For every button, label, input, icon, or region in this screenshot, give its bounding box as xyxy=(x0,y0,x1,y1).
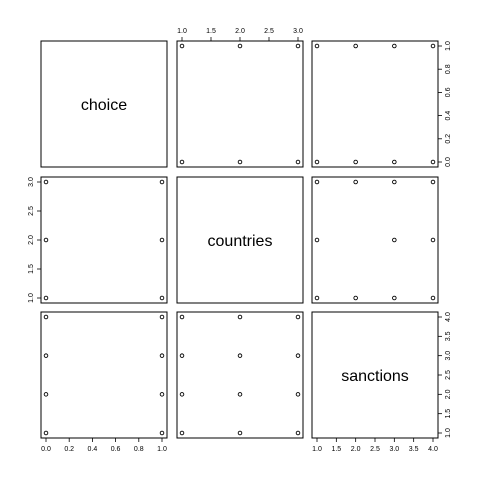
point-countries-vs-sanctions-8 xyxy=(353,179,358,185)
point-countries-vs-sanctions-10 xyxy=(430,179,436,185)
point-choice-vs-sanctions-4 xyxy=(314,43,320,49)
tick-label-bottom-choice-0: 0.0 xyxy=(41,446,51,453)
panel-frame-r2-c0 xyxy=(40,311,168,439)
panel-frame-r1-c0 xyxy=(40,176,168,304)
tick-label-bottom-choice-4: 0.8 xyxy=(134,446,144,453)
point-choice-vs-sanctions-5 xyxy=(353,43,358,49)
panel-frame-r0-c2 xyxy=(311,40,439,168)
panel-frame-r0-c0 xyxy=(40,40,168,168)
point-sanctions-vs-countries-10 xyxy=(295,353,301,358)
tick-label-bottom-sanctions-0: 1.0 xyxy=(312,446,322,453)
tick-label-left-countries-2: 2.0 xyxy=(28,235,35,245)
panel-frame-r1-c2 xyxy=(311,176,439,304)
point-sanctions-vs-countries-9 xyxy=(295,392,301,397)
point-choice-vs-countries-4 xyxy=(237,43,243,49)
point-sanctions-vs-countries-2 xyxy=(179,353,185,358)
point-countries-vs-sanctions-4 xyxy=(314,237,320,243)
tick-label-right-sanctions-1: 1.5 xyxy=(445,409,452,419)
point-countries-vs-sanctions-2 xyxy=(392,295,397,301)
point-countries-vs-sanctions-3 xyxy=(430,295,436,301)
tick-label-bottom-sanctions-5: 3.5 xyxy=(409,446,419,453)
tick-label-bottom-choice-5: 1.0 xyxy=(157,446,167,453)
point-sanctions-vs-choice-4 xyxy=(159,430,165,436)
point-sanctions-vs-countries-5 xyxy=(237,392,243,397)
variable-label-sanctions: sanctions xyxy=(341,368,409,385)
point-choice-vs-countries-0 xyxy=(179,159,185,165)
point-choice-vs-sanctions-3 xyxy=(430,159,436,165)
point-choice-vs-countries-1 xyxy=(237,159,243,165)
tick-label-right-sanctions-4: 3.0 xyxy=(445,351,452,361)
point-sanctions-vs-countries-6 xyxy=(237,353,243,358)
point-sanctions-vs-countries-0 xyxy=(179,430,185,436)
point-sanctions-vs-countries-4 xyxy=(237,430,243,436)
tick-label-bottom-sanctions-3: 2.5 xyxy=(370,446,380,453)
point-countries-vs-sanctions-1 xyxy=(353,295,358,301)
tick-label-left-countries-4: 3.0 xyxy=(28,177,35,187)
tick-label-top-countries-3: 2.5 xyxy=(264,28,274,35)
point-choice-vs-sanctions-7 xyxy=(430,43,436,49)
point-countries-vs-sanctions-9 xyxy=(392,179,397,185)
tick-label-right-choice-3: 0.6 xyxy=(445,87,452,97)
point-sanctions-vs-choice-3 xyxy=(43,314,49,320)
point-countries-vs-choice-0 xyxy=(43,295,49,301)
point-countries-vs-choice-1 xyxy=(43,237,49,243)
panel-frame-r0-c1 xyxy=(176,40,304,168)
point-countries-vs-sanctions-6 xyxy=(430,237,436,243)
tick-label-bottom-sanctions-6: 4.0 xyxy=(428,446,438,453)
point-sanctions-vs-choice-0 xyxy=(43,430,49,436)
tick-label-right-choice-2: 0.4 xyxy=(445,111,452,121)
tick-label-right-choice-0: 0.0 xyxy=(445,157,452,167)
point-countries-vs-choice-2 xyxy=(43,179,49,185)
panel-frame-r1-c1 xyxy=(176,176,304,304)
point-countries-vs-choice-3 xyxy=(159,295,165,301)
tick-label-right-sanctions-0: 1.0 xyxy=(445,428,452,438)
point-countries-vs-sanctions-0 xyxy=(314,295,320,301)
tick-label-bottom-sanctions-1: 1.5 xyxy=(331,446,341,453)
tick-label-right-choice-5: 1.0 xyxy=(445,41,452,51)
point-sanctions-vs-countries-11 xyxy=(295,314,301,320)
tick-label-top-countries-4: 3.0 xyxy=(293,28,303,35)
point-sanctions-vs-countries-8 xyxy=(295,430,301,436)
point-choice-vs-sanctions-0 xyxy=(314,159,320,165)
point-choice-vs-sanctions-2 xyxy=(392,159,397,165)
variable-label-countries: countries xyxy=(208,233,273,250)
point-sanctions-vs-choice-2 xyxy=(43,353,49,358)
point-countries-vs-sanctions-5 xyxy=(392,237,397,243)
point-sanctions-vs-choice-6 xyxy=(159,353,165,358)
point-choice-vs-sanctions-6 xyxy=(392,43,397,49)
tick-label-left-countries-1: 1.5 xyxy=(28,264,35,274)
point-choice-vs-countries-2 xyxy=(295,159,301,165)
point-countries-vs-choice-4 xyxy=(159,237,165,243)
tick-label-bottom-choice-1: 0.2 xyxy=(64,446,74,453)
tick-label-right-sanctions-3: 2.5 xyxy=(445,370,452,380)
point-sanctions-vs-countries-3 xyxy=(179,314,185,320)
tick-label-bottom-sanctions-2: 2.0 xyxy=(351,446,361,453)
point-sanctions-vs-choice-7 xyxy=(159,314,165,320)
tick-label-right-sanctions-6: 4.0 xyxy=(445,312,452,322)
point-choice-vs-countries-5 xyxy=(295,43,301,49)
tick-label-bottom-choice-2: 0.4 xyxy=(88,446,98,453)
variable-label-choice: choice xyxy=(81,97,127,114)
point-countries-vs-choice-5 xyxy=(159,179,165,185)
point-sanctions-vs-countries-1 xyxy=(179,392,185,397)
point-sanctions-vs-choice-1 xyxy=(43,392,49,397)
tick-label-left-countries-3: 2.5 xyxy=(28,206,35,216)
point-choice-vs-sanctions-1 xyxy=(353,159,358,165)
tick-label-bottom-choice-3: 0.6 xyxy=(111,446,121,453)
point-sanctions-vs-countries-7 xyxy=(237,314,243,320)
tick-label-top-countries-1: 1.5 xyxy=(206,28,216,35)
point-choice-vs-countries-3 xyxy=(179,43,185,49)
tick-label-bottom-sanctions-4: 3.0 xyxy=(389,446,399,453)
tick-label-left-countries-0: 1.0 xyxy=(28,293,35,303)
point-sanctions-vs-choice-5 xyxy=(159,392,165,397)
tick-label-right-sanctions-5: 3.5 xyxy=(445,331,452,341)
tick-label-right-choice-4: 0.8 xyxy=(445,64,452,74)
tick-label-right-sanctions-2: 2.0 xyxy=(445,389,452,399)
panel-frame-r2-c1 xyxy=(176,311,304,439)
tick-label-right-choice-1: 0.2 xyxy=(445,134,452,144)
tick-label-top-countries-2: 2.0 xyxy=(235,28,245,35)
point-countries-vs-sanctions-7 xyxy=(314,179,320,185)
tick-label-top-countries-0: 1.0 xyxy=(177,28,187,35)
